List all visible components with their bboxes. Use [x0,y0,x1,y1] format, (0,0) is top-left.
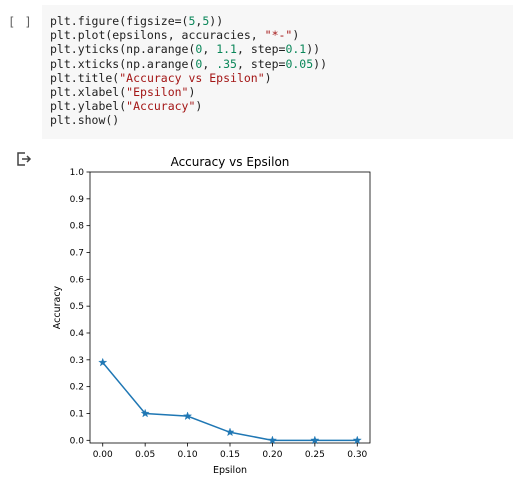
y-axis-label: Accuracy [52,285,63,329]
data-point-star [352,435,362,445]
x-tick-label: 0.05 [135,450,155,460]
code-token: "Accuracy vs Epsilon" [119,70,265,85]
code-cell[interactable]: [ ] plt.figure(figsize=(5,5)) plt.plot(e… [0,5,513,139]
code-text[interactable]: plt.figure(figsize=(5,5)) plt.plot(epsil… [50,14,327,128]
x-tick-label: 0.10 [178,450,198,460]
code-token: plt.plot(epsilons, accuracies, [50,28,265,43]
y-tick-label: 0.6 [70,275,85,285]
x-tick-label: 0.00 [93,450,113,460]
x-tick-label: 0.25 [305,450,325,460]
code-token: )) [209,14,224,28]
y-tick-label: 0.1 [70,409,84,419]
data-point-star [225,427,235,437]
code-token: 0.05 [285,56,314,71]
x-tick-label: 0.15 [220,450,240,460]
code-token: .35 [216,56,237,71]
code-token: plt.yticks(np.arange( [50,42,196,57]
y-tick-label: 1.0 [70,168,85,178]
code-token: plt.xticks(np.arange( [50,56,196,71]
x-axis-label: Epsilon [213,465,247,476]
code-token: "*-" [264,28,293,43]
code-token: , [195,14,203,28]
y-tick-label: 0.9 [70,195,85,205]
code-token: ) [264,70,272,85]
y-tick-label: 0.3 [70,356,84,366]
data-point-star [140,408,150,418]
code-token: 5 [188,14,196,28]
code-token: plt.ylabel( [50,99,127,114]
code-token: "Epsilon" [126,85,189,100]
data-point-star [267,435,277,445]
y-tick-label: 0.2 [70,383,84,393]
data-point-star [310,435,320,445]
axes-frame [89,171,371,444]
code-token: ) [292,28,300,43]
code-token: 5 [202,14,210,28]
code-token: , step= [236,42,286,57]
code-token: )) [306,42,321,57]
code-token: , step= [236,56,286,71]
y-tick-label: 0.7 [70,248,84,258]
chart-title: Accuracy vs Epsilon [171,155,290,169]
code-token: , [202,56,217,71]
code-token: 0.1 [285,42,307,57]
output-redirect-icon[interactable] [16,152,32,166]
code-token: )) [313,56,328,71]
code-token: ) [188,85,196,100]
x-tick-label: 0.20 [262,450,282,460]
code-token: , [202,42,217,57]
code-editor[interactable]: plt.figure(figsize=(5,5)) plt.plot(epsil… [42,5,513,139]
accuracy-vs-epsilon-chart: Accuracy vs Epsilon Epsilon Accuracy 0.0… [52,155,371,476]
y-tick-label: 0.5 [70,302,84,312]
code-token: ) [195,99,203,114]
run-cell-button[interactable]: [ ] [8,15,33,29]
code-token: 1.1 [216,42,237,57]
y-tick-label: 0.0 [70,436,85,446]
code-token: plt.xlabel( [50,85,127,100]
code-token: 0 [195,56,203,71]
data-point-star [183,411,193,421]
y-tick-label: 0.8 [70,222,85,232]
y-tick-label: 0.4 [70,329,85,339]
code-token: 0 [195,42,203,57]
code-token: "Accuracy" [126,99,196,114]
code-token: plt.show() [50,113,120,128]
data-point-star [98,357,108,367]
code-token: plt.title( [50,70,120,85]
code-token: plt.figure(figsize=( [50,14,189,28]
x-tick-label: 0.30 [347,450,367,460]
